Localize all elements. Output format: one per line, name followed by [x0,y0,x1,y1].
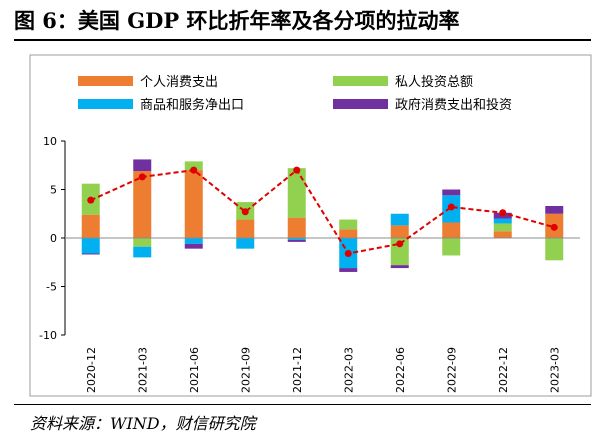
y-tick-label: 0 [50,232,57,245]
bar-segment [81,238,100,254]
line-point [396,240,404,248]
bar-segment [133,159,152,172]
legend-label: 商品和服务净出口 [140,97,244,113]
bar-segment [287,217,306,238]
legend-label: 个人消费支出 [140,75,218,90]
bar-segment [442,189,461,196]
bar-segment [133,238,152,247]
bar-segment [493,218,512,224]
y-tick-label: -5 [46,281,57,294]
bar-segment [287,168,306,218]
x-tick-label: 2020-12 [85,347,98,393]
bar-segment [184,170,203,238]
y-tick-label: -10 [39,329,57,342]
bar-segment [390,213,409,226]
bar-segment [184,243,203,249]
bar-segment [184,161,203,171]
line-point [241,208,249,216]
bar-segment [236,238,255,249]
line-point [447,203,455,211]
line-point [550,223,558,231]
x-tick-label: 2022-06 [394,347,407,393]
line-point [499,209,507,217]
title-rule [14,39,591,41]
bar-segment [493,231,512,238]
bar-segment [545,205,564,214]
bar-segment [339,229,358,238]
line-point [190,166,198,174]
x-tick-label: 2021-12 [291,347,304,393]
bar-segment [287,238,306,240]
bar-segment [133,171,152,238]
bar-segment [493,223,512,232]
x-tick-label: 2022-09 [445,347,458,393]
x-tick-label: 2022-03 [342,347,355,393]
legend-swatch [333,99,388,109]
x-axis: 2020-12 2021-03 2021-06 2021-09 2021-12 2022-… [85,347,562,393]
legend-swatch [78,76,133,86]
bar-segment [390,225,409,238]
total-line [87,166,558,258]
line-point [138,173,146,181]
source-rule [14,404,591,405]
bar-segment [442,222,461,238]
bar-segment [339,268,358,272]
legend-label: 私人投资总额 [395,74,473,90]
x-tick-label: 2021-06 [188,347,201,393]
x-tick-label: 2023-03 [548,347,561,393]
bar-segment [339,219,358,230]
line-point [344,250,352,258]
line-point [293,166,301,174]
bar-segment [545,238,564,261]
y-tick-label: 5 [50,184,57,197]
bar-segment [81,253,100,255]
y-tick-label: 10 [43,135,57,148]
bar-segment [390,265,409,269]
bar-segment [81,214,100,238]
total-line-path [90,168,555,255]
bar-segment [133,246,152,258]
bars [81,159,564,272]
y-axis: 10 5 0 -5 -10 [39,135,66,342]
x-tick-label: 2021-09 [239,347,252,393]
x-tick-label: 2022-12 [497,347,510,393]
legend-swatch [78,99,133,109]
bar-segment [442,238,461,256]
x-tick-label: 2021-03 [136,347,149,393]
line-point [87,196,95,204]
figure-title: 图 6：美国 GDP 环比折年率及各分项的拉动率 [14,8,460,33]
plot-frame [29,54,592,397]
source-note: 资料来源：WIND，财信研究院 [30,414,256,433]
bar-segment [236,219,255,238]
legend-label: 政府消费支出和投资 [395,97,512,113]
chart-container: 个人消费支出 私人投资总额 商品和服务净出口 政府消费支出和投资 10 5 0 -5 -10 … [0,41,604,398]
bar-segment [287,239,306,242]
legend-swatch [333,76,388,86]
bar-segment [184,238,203,244]
